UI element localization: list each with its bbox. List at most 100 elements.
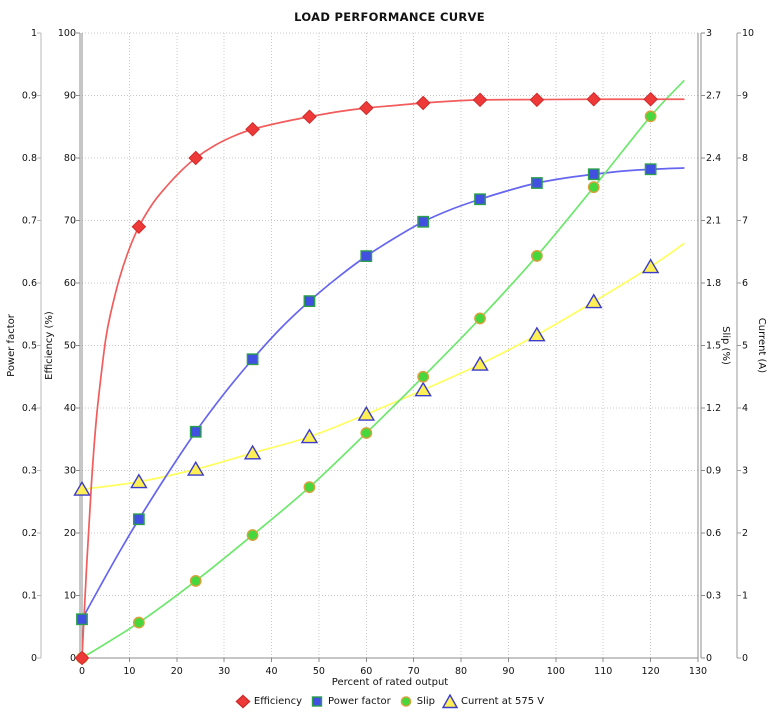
y-tick-label-eff: 20: [64, 528, 76, 539]
y-tick-label-slip: 3: [706, 28, 712, 39]
y-tick-label-slip: 1.5: [706, 341, 721, 352]
y-tick-label-pf: 0.3: [22, 466, 37, 477]
y-tick-label-cur: 8: [742, 153, 748, 164]
x-tick-label: 100: [547, 666, 565, 677]
legend: Efficiency Power factor Slip Current at 575…: [0, 694, 779, 709]
y-tick-label-pf: 1: [31, 28, 37, 39]
legend-item-slip: Slip: [398, 694, 435, 709]
x-tick-label: 50: [313, 666, 325, 677]
y-tick-label-eff: 60: [64, 278, 76, 289]
series-marker-power-factor: [587, 168, 600, 181]
y-tick-label-pf: 0.9: [22, 91, 37, 102]
series-marker-efficiency: [643, 91, 658, 107]
x-tick-label: 120: [642, 666, 660, 677]
triangle-glyph: [442, 694, 459, 709]
series-marker-power-factor: [644, 163, 657, 176]
y-tick-label-eff: 30: [64, 466, 76, 477]
y-tick-label-pf: 0.2: [22, 528, 37, 539]
y-tick-label-cur: 10: [742, 28, 754, 39]
y-axis-title-pf: Power factor: [6, 313, 17, 377]
y-tick-label-eff: 10: [64, 591, 76, 602]
y-tick-label-slip: 0.6: [706, 528, 721, 539]
y-tick-label-cur: 9: [742, 91, 748, 102]
series-marker-power-factor: [360, 250, 373, 263]
series-marker-power-factor: [189, 425, 202, 438]
y-tick-label-slip: 0.9: [706, 466, 721, 477]
y-tick-label-eff: 0: [70, 653, 76, 664]
series-marker-efficiency: [415, 95, 431, 111]
series-marker-power-factor: [474, 193, 486, 206]
series-marker-current-at-575-v: [585, 293, 603, 309]
y-tick-label-cur: 2: [742, 528, 748, 539]
y-tick-label-eff: 100: [58, 28, 76, 39]
series-marker-power-factor: [303, 295, 316, 308]
series-marker-current-at-575-v: [130, 473, 148, 489]
y-tick-label-eff: 90: [64, 91, 76, 102]
series-marker-current-at-575-v: [300, 428, 319, 444]
series-marker-slip: [474, 312, 486, 325]
y-axis-title-slip: Slip (%): [720, 326, 731, 365]
y-axis-title-cur: Current (A): [756, 318, 767, 373]
x-tick-label: 130: [689, 666, 707, 677]
series-marker-current-at-575-v: [187, 460, 205, 476]
y-tick-label-pf: 0: [31, 653, 37, 664]
y-tick-label-slip: 1.2: [706, 403, 721, 414]
triangle-icon: [442, 694, 459, 709]
series-marker-current-at-575-v: [471, 355, 489, 371]
x-tick-label: 40: [265, 666, 277, 677]
series-marker-efficiency: [359, 100, 374, 116]
chart-title: LOAD PERFORMANCE CURVE: [294, 10, 485, 24]
y-tick-label-eff: 70: [64, 216, 76, 227]
series-marker-power-factor: [417, 215, 430, 228]
y-tick-label-cur: 0: [742, 653, 748, 664]
series-marker-efficiency: [188, 150, 204, 166]
y-tick-label-slip: 2.4: [706, 153, 721, 164]
series-marker-slip: [303, 481, 316, 494]
legend-item-efficiency: Efficiency: [235, 694, 302, 709]
series-marker-efficiency: [472, 92, 488, 108]
series-marker-efficiency: [245, 121, 260, 137]
series-marker-slip: [246, 529, 259, 541]
y-tick-label-eff: 50: [64, 341, 76, 352]
x-axis-title: Percent of rated output: [331, 677, 449, 688]
series-marker-slip: [360, 427, 373, 439]
square-icon: [311, 696, 323, 707]
series-line-slip: [81, 80, 685, 659]
diamond-icon: [235, 694, 251, 709]
y-tick-label-cur: 6: [742, 278, 748, 289]
series-marker-slip: [587, 181, 600, 194]
y-tick-label-eff: 80: [64, 153, 76, 164]
series-line-power-factor: [81, 167, 685, 621]
series-marker-current-at-575-v: [73, 480, 91, 496]
x-tick-label: 90: [502, 666, 514, 677]
series-marker-current-at-575-v: [641, 258, 660, 274]
series-marker-slip: [132, 616, 145, 629]
x-tick-label: 10: [123, 666, 135, 677]
y-axis-title-eff: Efficiency (%): [44, 311, 55, 380]
circle-icon: [400, 696, 412, 707]
series-marker-efficiency: [302, 109, 317, 125]
y-tick-label-cur: 7: [742, 216, 748, 227]
series-line-efficiency: [81, 98, 685, 659]
square-glyph: [311, 696, 323, 707]
series-marker-current-at-575-v: [528, 326, 546, 342]
x-tick-label: 60: [360, 666, 372, 677]
x-tick-label: 110: [594, 666, 612, 677]
series-marker-efficiency: [74, 650, 90, 666]
y-tick-label-pf: 0.5: [22, 341, 37, 352]
series-marker-efficiency: [131, 219, 147, 235]
series-marker-slip: [189, 575, 202, 587]
series-marker-efficiency: [586, 91, 602, 107]
y-tick-label-cur: 3: [742, 466, 748, 477]
y-tick-label-slip: 2.1: [706, 216, 721, 227]
y-tick-label-cur: 4: [742, 403, 748, 414]
series-marker-power-factor: [246, 353, 259, 366]
x-tick-label: 80: [455, 666, 467, 677]
x-tick-label: 20: [171, 666, 183, 677]
legend-label-current-at-575-v: Current at 575 V: [461, 696, 545, 707]
x-tick-label: 70: [408, 666, 420, 677]
series-marker-slip: [417, 370, 430, 383]
y-tick-label-eff: 40: [64, 403, 76, 414]
